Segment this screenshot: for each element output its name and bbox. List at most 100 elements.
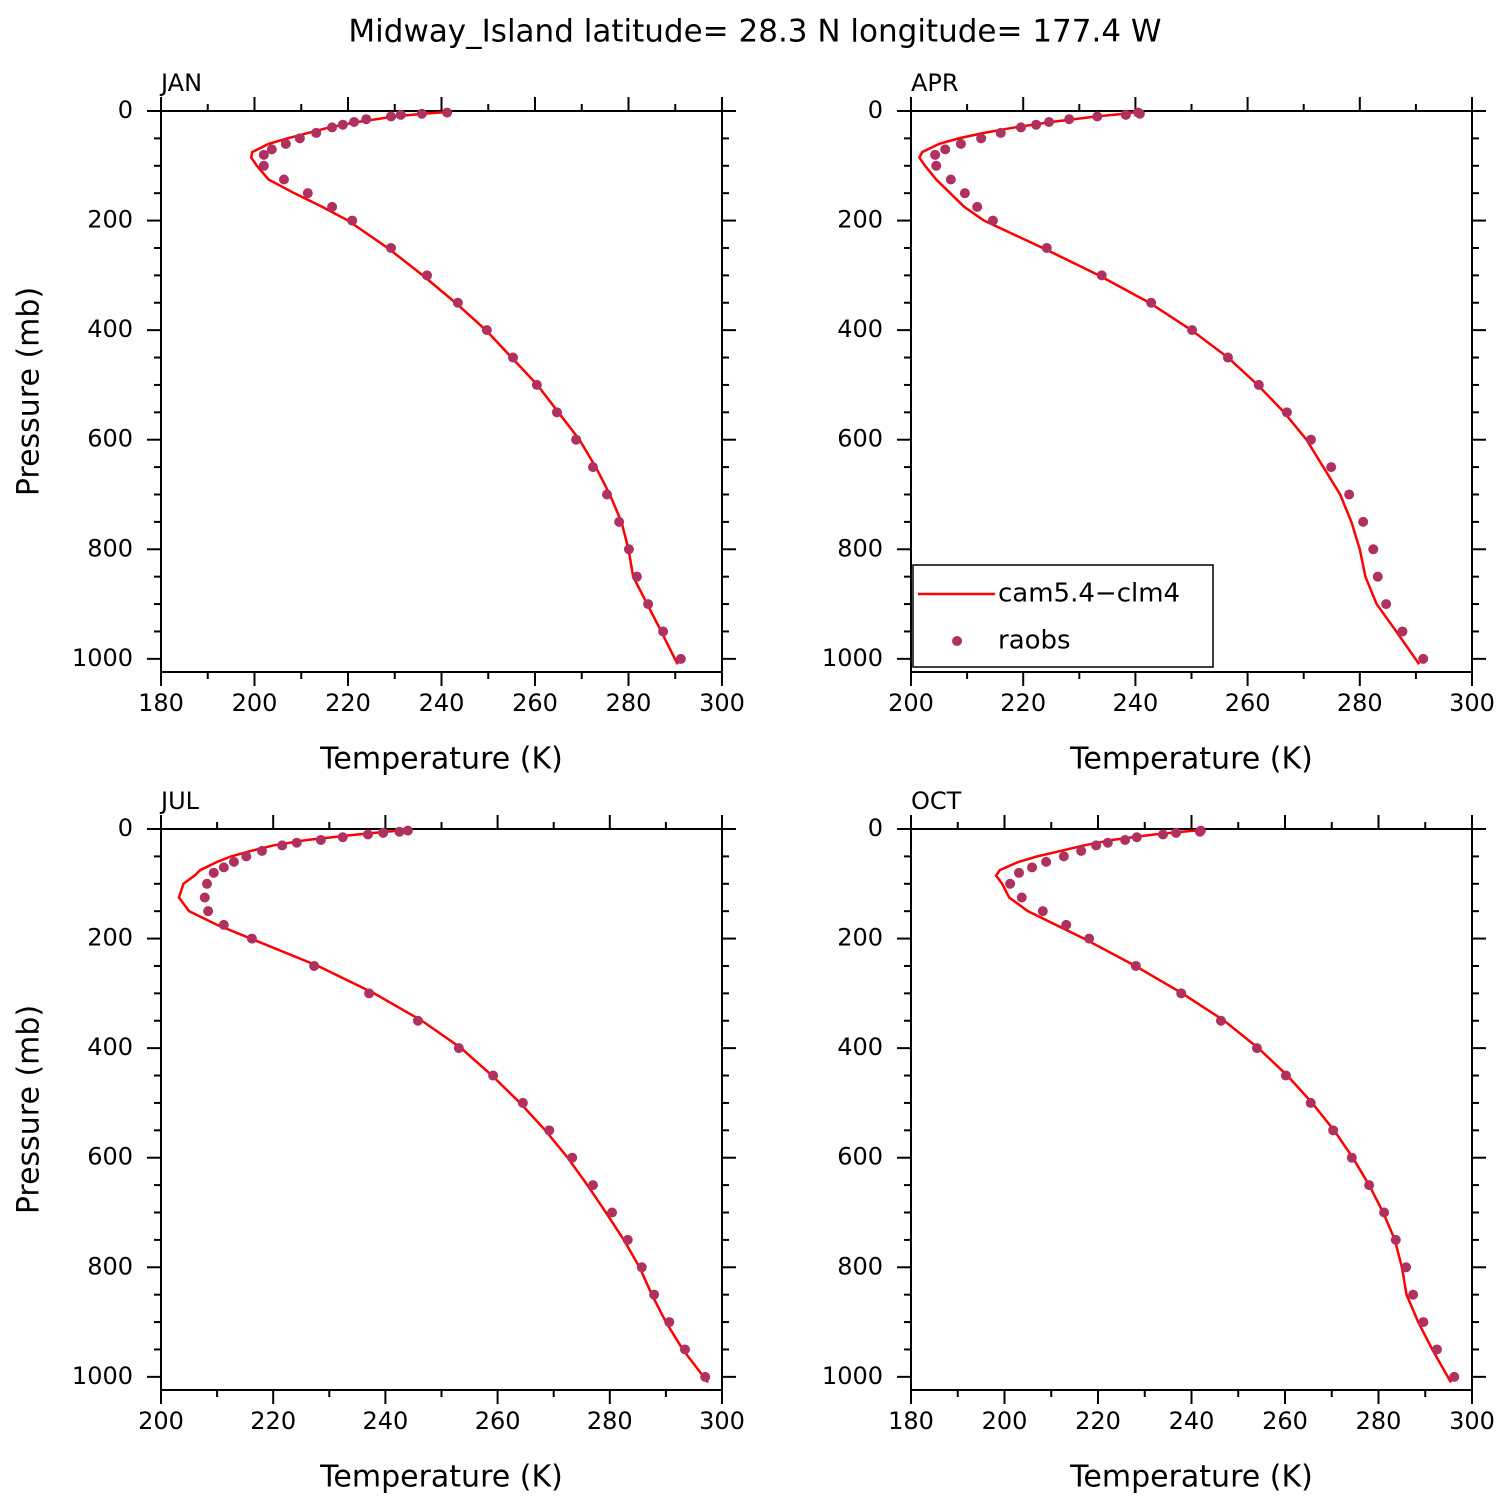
- obs-point: [1187, 325, 1198, 336]
- x-tick-label: 260: [1225, 689, 1271, 717]
- x-axis-label: Temperature (K): [1069, 1460, 1313, 1495]
- obs-point: [1146, 297, 1157, 308]
- obs-point: [1133, 107, 1144, 118]
- x-tick-label: 220: [1000, 689, 1046, 717]
- x-axis-label: Temperature (K): [319, 1460, 563, 1495]
- y-tick-label: 400: [837, 315, 883, 343]
- y-tick-label: 1000: [72, 1362, 133, 1390]
- obs-point: [1171, 827, 1182, 838]
- y-tick-label: 200: [87, 924, 133, 952]
- obs-point: [1418, 1317, 1429, 1328]
- y-tick-label: 0: [868, 96, 883, 124]
- panel-title: OCT: [911, 787, 962, 815]
- x-tick-label: 180: [888, 1407, 934, 1435]
- panel-title: JUL: [159, 787, 200, 815]
- obs-point: [394, 826, 405, 837]
- y-tick-label: 0: [118, 96, 133, 124]
- obs-point: [987, 215, 998, 226]
- model-line: [249, 110, 679, 665]
- obs-point: [1372, 571, 1383, 582]
- x-axis-label: Temperature (K): [319, 742, 563, 777]
- y-tick-label: 1000: [822, 1362, 883, 1390]
- obs-point: [1346, 1152, 1357, 1163]
- y-tick-label: 200: [837, 924, 883, 952]
- y-tick-label: 200: [87, 206, 133, 234]
- obs-point: [658, 626, 669, 637]
- obs-point: [1064, 114, 1075, 125]
- obs-point: [1131, 832, 1142, 843]
- obs-point: [1015, 122, 1026, 133]
- obs-point: [1091, 840, 1102, 851]
- x-tick-label: 280: [587, 1407, 633, 1435]
- obs-point: [649, 1289, 660, 1300]
- panel: 200 220 240 260 280 300 0 200 400 600 800 1000 APR Te…: [822, 69, 1495, 777]
- obs-point: [246, 933, 257, 944]
- x-tick-label: 240: [419, 689, 465, 717]
- x-tick-label: 260: [1262, 1407, 1308, 1435]
- obs-point: [452, 297, 463, 308]
- obs-point: [347, 215, 358, 226]
- obs-point: [311, 127, 322, 138]
- obs-point: [1390, 1234, 1401, 1245]
- obs-point: [363, 829, 374, 840]
- obs-point: [1157, 829, 1168, 840]
- x-tick-label: 240: [362, 1407, 408, 1435]
- obs-point: [258, 160, 269, 171]
- legend-marker: [952, 636, 962, 646]
- x-tick-label: 180: [138, 689, 184, 717]
- obs-point: [614, 516, 625, 527]
- obs-point: [1251, 1043, 1262, 1054]
- obs-point: [587, 1180, 598, 1191]
- obs-point: [1328, 1125, 1339, 1136]
- obs-point: [422, 270, 433, 281]
- x-tick-label: 280: [606, 689, 652, 717]
- x-axis-label: Temperature (K): [1069, 742, 1313, 777]
- obs-point: [1397, 626, 1408, 637]
- obs-point: [1368, 544, 1379, 555]
- y-tick-label: 0: [868, 814, 883, 842]
- y-tick-label: 200: [837, 206, 883, 234]
- x-tick-label: 300: [699, 1407, 745, 1435]
- obs-point: [280, 138, 291, 149]
- x-tick-label: 200: [138, 1407, 184, 1435]
- y-axis-label: Pressure (mb): [12, 1005, 47, 1214]
- x-tick-label: 280: [1356, 1407, 1402, 1435]
- x-tick-label: 300: [1449, 1407, 1495, 1435]
- obs-point: [1092, 111, 1103, 122]
- obs-point: [199, 892, 210, 903]
- y-tick-label: 800: [837, 534, 883, 562]
- obs-point: [1061, 919, 1072, 930]
- obs-point: [1031, 119, 1042, 130]
- obs-point: [349, 116, 360, 127]
- x-tick-label: 240: [1169, 1407, 1215, 1435]
- x-tick-label: 260: [475, 1407, 521, 1435]
- obs-point: [1037, 906, 1048, 917]
- obs-point: [1326, 462, 1337, 473]
- obs-point: [1381, 599, 1392, 610]
- obs-point: [959, 188, 970, 199]
- legend-label: raobs: [998, 626, 1071, 656]
- x-tick-label: 280: [1337, 689, 1383, 717]
- obs-point: [402, 825, 413, 836]
- obs-point: [1058, 851, 1069, 862]
- x-tick-label: 200: [888, 689, 934, 717]
- obs-point: [1222, 352, 1233, 363]
- obs-point: [337, 832, 348, 843]
- obs-point: [631, 571, 642, 582]
- plot-frame: [160, 828, 723, 1391]
- x-tick-label: 200: [232, 689, 278, 717]
- obs-point: [218, 919, 229, 930]
- obs-point: [567, 1152, 578, 1163]
- obs-point: [643, 599, 654, 610]
- obs-point: [1401, 1262, 1412, 1273]
- y-tick-label: 400: [87, 1033, 133, 1061]
- panel: 200 220 240 260 280 300 0 200 400 600 800 1000 JUL Te…: [12, 787, 745, 1495]
- obs-point: [1005, 878, 1016, 889]
- obs-point: [241, 851, 252, 862]
- panel-title: APR: [911, 69, 959, 97]
- obs-point: [1418, 653, 1429, 664]
- obs-point: [517, 1097, 528, 1108]
- obs-point: [1041, 856, 1052, 867]
